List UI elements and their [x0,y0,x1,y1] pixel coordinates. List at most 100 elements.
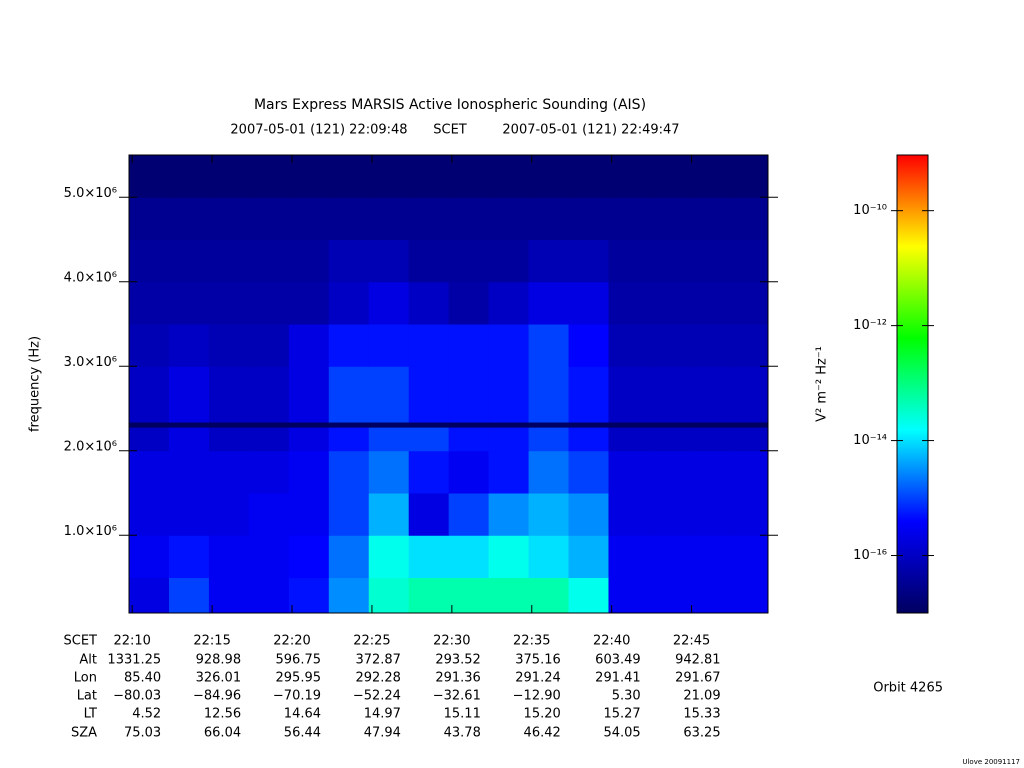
heat-cell [408,422,450,428]
heat-cell [368,324,410,367]
x-tick-label: 22:15 [193,634,230,649]
ephemeris-value: 85.40 [124,671,161,686]
ephemeris-value: 326.01 [196,671,242,686]
heat-cell [129,577,170,614]
ephemeris-value: 12.56 [204,707,241,722]
heat-cell [648,427,689,452]
heat-cell [608,239,649,283]
heat-cell [248,239,290,283]
ephemeris-value: −80.03 [113,689,161,704]
heat-cell [688,422,729,428]
heat-cell [208,450,250,494]
heat-cell [368,577,410,614]
heat-cell [248,577,290,614]
heat-cell [328,427,370,452]
heat-cell [208,366,250,423]
heat-cell [248,493,290,536]
ephemeris-label: Alt [79,653,97,668]
ephemeris-value: 15.27 [603,707,640,722]
heat-cell [728,577,769,614]
heat-cell [568,197,609,241]
heat-cell [248,324,290,367]
heat-cell [688,535,729,579]
ephemeris-value: 54.05 [603,726,640,741]
heat-cell [648,155,689,198]
heat-cell [688,427,729,452]
heat-cell [608,281,649,325]
heat-cell [408,366,450,423]
heat-cell [488,493,530,536]
heat-cell [288,155,330,198]
heat-cell [448,197,490,241]
ephemeris-value: 372.87 [355,653,401,668]
heat-cell [168,450,210,494]
heat-cell [448,155,490,198]
heat-cell [208,155,250,198]
heat-cell [328,577,370,614]
heat-cell [648,535,689,579]
heat-cell [608,535,649,579]
heat-cell [728,155,769,198]
x-tick-label: 22:35 [513,634,550,649]
heat-cell [248,197,290,241]
ephemeris-label: LT [84,707,97,722]
heat-cell [248,281,290,325]
heat-cell [688,239,729,283]
heat-cell [328,366,370,423]
heat-cell [208,422,250,428]
heat-cell [528,535,570,579]
heat-cell [528,366,570,423]
heat-cell [368,239,410,283]
heat-cell [288,535,330,579]
heat-cell [608,155,649,198]
heat-cell [368,427,410,452]
heat-cell [129,450,170,494]
ephemeris-value: 928.98 [196,653,242,668]
ephemeris-value: 375.16 [515,653,561,668]
ephemeris-value: 14.64 [284,707,321,722]
ephemeris-value: 56.44 [284,726,321,741]
heat-cell [368,281,410,325]
heat-cell [129,422,170,428]
heat-cell [648,493,689,536]
ephemeris-value: 43.78 [444,726,481,741]
heat-cell [448,324,490,367]
heat-cell [688,493,729,536]
heat-cell [248,155,290,198]
heat-cell [408,155,450,198]
ephemeris-value: −84.96 [193,689,241,704]
ephemeris-label: Lon [74,671,97,686]
ephemeris-value: 4.52 [132,707,161,722]
heat-cell [608,366,649,423]
heat-cell [488,535,530,579]
heat-cell [129,155,170,198]
heat-cell [248,450,290,494]
heat-cell [448,422,490,428]
heat-cell [568,239,609,283]
heat-cell [648,577,689,614]
subtitle-end: 2007-05-01 (121) 22:49:47 [502,123,679,138]
heat-cell [608,422,649,428]
heat-cell [408,197,450,241]
ephemeris-value: 1331.25 [107,653,161,668]
heat-cell [448,450,490,494]
heat-cell [129,281,170,325]
heat-cell [568,155,609,198]
heat-cell [568,366,609,423]
chart-title: Mars Express MARSIS Active Ionospheric S… [254,97,646,113]
heat-cell [129,535,170,579]
ephemeris-label: SZA [71,726,97,741]
heat-cell [568,577,609,614]
heat-cell [488,366,530,423]
heat-cell [288,366,330,423]
heat-cell [408,281,450,325]
heat-cell [488,450,530,494]
heat-cell [448,535,490,579]
y-tick-label: 3.0×10⁶ [64,355,117,370]
ephemeris-value: 14.97 [364,707,401,722]
heat-cell [488,324,530,367]
heat-cell [328,197,370,241]
heat-cell [488,577,530,614]
heat-cell [408,450,450,494]
